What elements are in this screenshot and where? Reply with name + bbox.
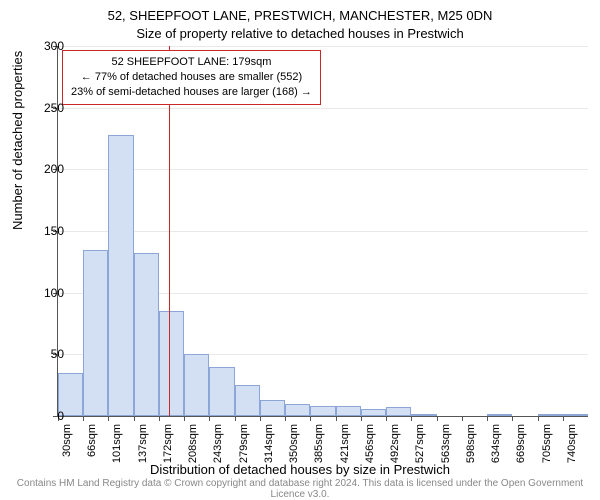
callout-line1: 52 SHEEPFOOT LANE: 179sqm [71,55,312,70]
xtick-mark [361,416,362,421]
histogram-bar [563,414,588,416]
histogram-bar [209,367,234,416]
xtick-mark [411,416,412,421]
xtick-label: 350sqm [288,424,300,464]
histogram-bar [260,400,285,416]
xtick-label: 421sqm [339,424,351,464]
xtick-label: 634sqm [490,424,502,464]
xtick-label: 279sqm [238,424,250,464]
ytick-label: 0 [24,409,64,423]
xtick-mark [83,416,84,421]
xtick-label: 705sqm [541,424,553,464]
callout-line2: ← 77% of detached houses are smaller (55… [71,70,312,85]
histogram-bar [285,404,310,416]
xtick-label: 101sqm [111,424,123,464]
xtick-label: 30sqm [61,424,73,464]
histogram-bar [184,354,209,416]
xtick-mark [184,416,185,421]
xtick-label: 66sqm [86,424,98,464]
histogram-bar [336,406,361,416]
xtick-label: 385sqm [313,424,325,464]
xtick-label: 208sqm [187,424,199,464]
histogram-bar [235,385,260,416]
xtick-mark [159,416,160,421]
plot-area: 52 SHEEPFOOT LANE: 179sqm ← 77% of detac… [57,46,588,417]
xtick-mark [260,416,261,421]
xtick-label: 527sqm [414,424,426,464]
gridline [58,108,588,109]
xtick-mark [108,416,109,421]
histogram-bar [386,407,411,416]
xtick-mark [462,416,463,421]
reference-callout: 52 SHEEPFOOT LANE: 179sqm ← 77% of detac… [62,50,321,105]
histogram-bar [83,250,108,417]
xtick-mark [563,416,564,421]
ytick-label: 250 [24,101,64,115]
xtick-mark [285,416,286,421]
xtick-label: 492sqm [389,424,401,464]
xtick-label: 456sqm [364,424,376,464]
chart-container: 52, SHEEPFOOT LANE, PRESTWICH, MANCHESTE… [0,0,600,500]
histogram-bar [487,414,512,416]
xtick-label: 243sqm [212,424,224,464]
xtick-label: 598sqm [465,424,477,464]
ytick-label: 50 [24,347,64,361]
histogram-bar [361,409,386,416]
gridline [58,46,588,47]
xtick-label: 172sqm [162,424,174,464]
xtick-mark [235,416,236,421]
xtick-mark [512,416,513,421]
histogram-bar [134,253,159,416]
xtick-mark [538,416,539,421]
histogram-bar [310,406,335,416]
xtick-mark [336,416,337,421]
histogram-bar [108,135,133,416]
ytick-label: 100 [24,286,64,300]
xtick-label: 669sqm [515,424,527,464]
xtick-mark [209,416,210,421]
xtick-mark [487,416,488,421]
x-axis-label: Distribution of detached houses by size … [0,462,600,477]
gridline [58,231,588,232]
xtick-label: 137sqm [137,424,149,464]
ytick-label: 300 [24,39,64,53]
chart-title-address: 52, SHEEPFOOT LANE, PRESTWICH, MANCHESTE… [0,8,600,23]
xtick-label: 314sqm [263,424,275,464]
xtick-label: 563sqm [440,424,452,464]
xtick-mark [310,416,311,421]
footer-attribution: Contains HM Land Registry data © Crown c… [0,478,600,500]
y-axis-label: Number of detached properties [10,51,25,230]
chart-title-desc: Size of property relative to detached ho… [0,26,600,41]
xtick-mark [386,416,387,421]
xtick-label: 740sqm [566,424,578,464]
ytick-label: 150 [24,224,64,238]
xtick-mark [437,416,438,421]
histogram-bar [411,414,436,416]
callout-line3: 23% of semi-detached houses are larger (… [71,85,312,100]
histogram-bar [159,311,184,416]
histogram-bar [538,414,563,416]
ytick-label: 200 [24,162,64,176]
xtick-mark [134,416,135,421]
gridline [58,169,588,170]
